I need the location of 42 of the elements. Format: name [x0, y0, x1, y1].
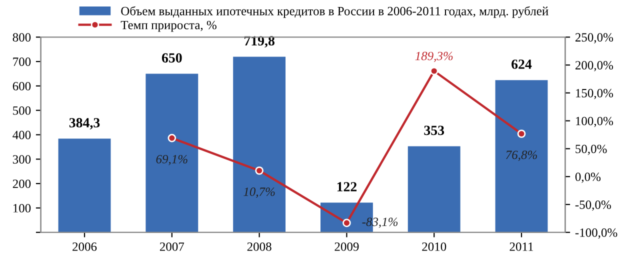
point [168, 134, 176, 142]
data-label: 624 [512, 60, 532, 69]
x-tick-label: 2010 [422, 242, 446, 251]
y2-tick-label: 100,0% [576, 116, 614, 128]
bar [233, 56, 286, 232]
x-tick-label: 2007 [160, 242, 184, 251]
point [342, 218, 351, 228]
y2-tick-label: 250,0% [575, 33, 614, 44]
y-tick-label: 400 [12, 130, 31, 140]
data-label: 384,3 [69, 118, 100, 130]
x-tick-label: 2011 [510, 242, 534, 251]
bar [495, 80, 548, 232]
data-label: 69,1% [156, 154, 188, 166]
y-tick-label: 800 [12, 33, 31, 42]
y2-tick-label: -50,0% [575, 200, 611, 211]
x-tick-label: 2009 [334, 242, 359, 251]
data-label: 76,8% [506, 150, 537, 161]
bar [146, 74, 198, 232]
data-label: 122 [337, 182, 357, 192]
x-tick-label: 2006 [72, 242, 97, 251]
y-tick-label: 700 [13, 58, 31, 66]
data-label: 353 [424, 126, 444, 136]
point [517, 130, 526, 138]
legend-label: Объем выданных ипотечных кредитов в России в 2006-2011 годах, млрд. рублей [121, 6, 548, 18]
y-tick-label: 600 [12, 82, 31, 90]
y-tick-label: 100 [13, 204, 31, 212]
y2-tick-label: 200,0% [575, 61, 614, 72]
y-tick-label: 500 [13, 106, 31, 115]
data-label: 10,7% [244, 188, 275, 198]
data-label: 650 [162, 53, 182, 63]
y2-tick-label: 150,0% [576, 88, 614, 100]
x-tick-label: 2008 [247, 242, 272, 251]
point [255, 166, 264, 175]
y-tick-label: 200 [12, 180, 31, 188]
legend-label: Темп прироста, % [120, 20, 216, 32]
data-label: 189,3% [415, 52, 453, 62]
y2-tick-label: 0,0% [575, 172, 601, 183]
y-tick-label: 300 [12, 155, 31, 164]
y2-tick-label: 50,0% [576, 144, 607, 155]
bar [408, 146, 460, 232]
bar [58, 138, 111, 232]
y2-tick-label: -100,0% [575, 228, 618, 239]
